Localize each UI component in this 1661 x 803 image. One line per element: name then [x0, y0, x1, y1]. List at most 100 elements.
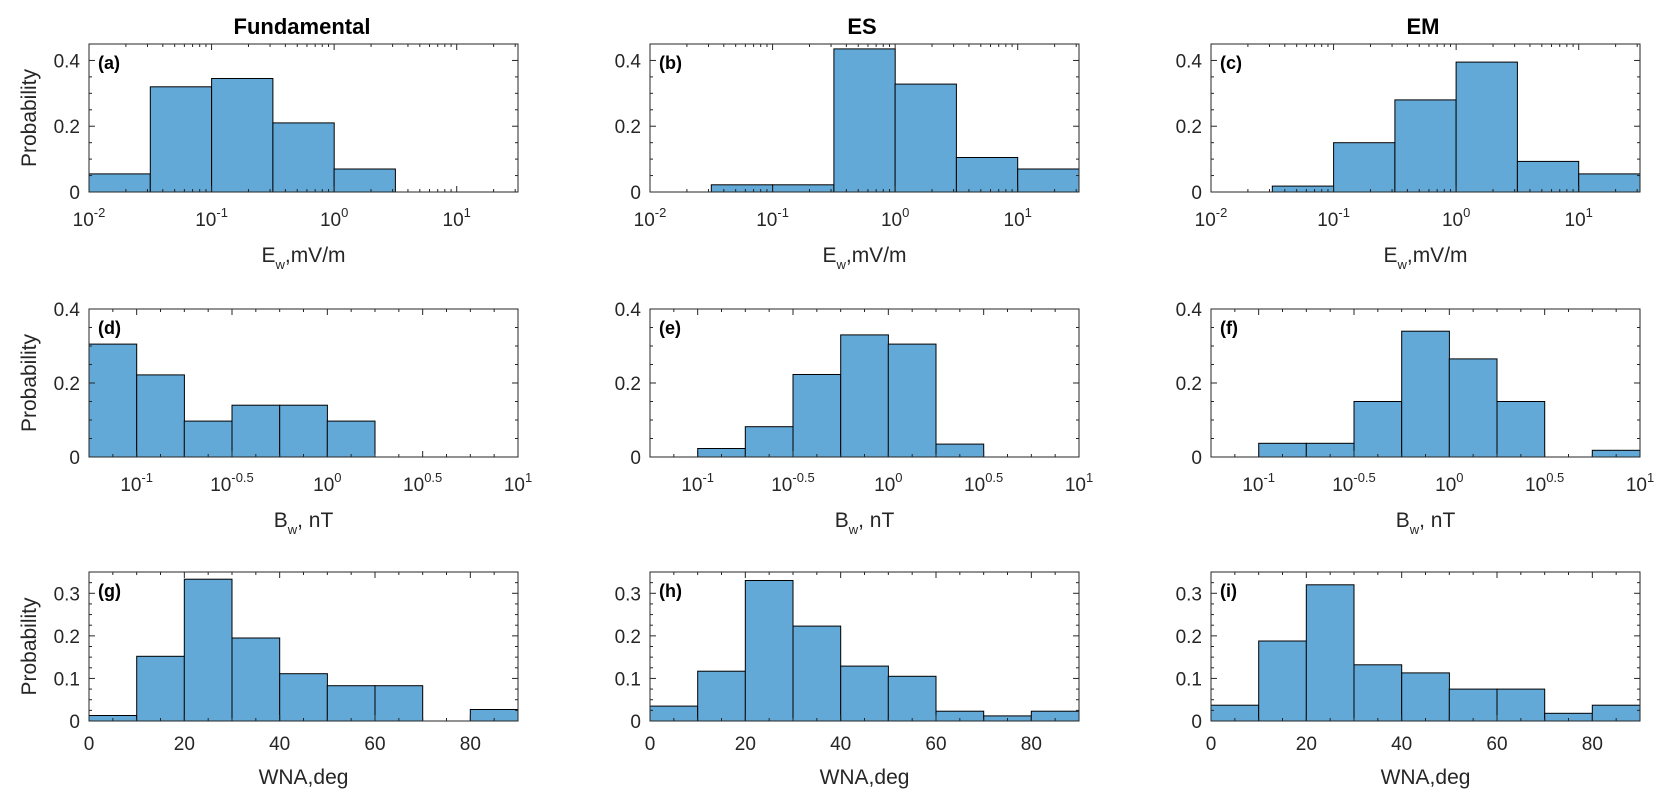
panel-label: (a)	[98, 53, 120, 73]
column-title-es: ES	[847, 14, 876, 39]
x-tick-base: 10	[1065, 475, 1086, 496]
x-tick-exponent: -1	[1338, 205, 1350, 220]
axes-box	[649, 43, 1080, 193]
y-tick-label: 0.4	[1176, 51, 1203, 72]
x-tick-label: 0	[84, 734, 95, 755]
y-tick-label: 0	[630, 183, 641, 204]
x-tick-exponent: 1	[1586, 205, 1593, 220]
y-tick-label: 0.1	[615, 669, 641, 690]
x-tick-label: 101	[443, 205, 471, 231]
y-tick-label: 0	[1191, 448, 1202, 469]
histogram-bar	[136, 655, 185, 722]
histogram-bar	[279, 673, 328, 722]
histogram-bar	[772, 184, 835, 193]
y-tick-label: 0	[630, 448, 641, 469]
x-tick-label: 60	[925, 734, 946, 755]
histogram-bar	[1448, 688, 1498, 722]
x-tick-label: 100	[1435, 470, 1463, 496]
x-tick-label: 80	[1021, 734, 1042, 755]
x-label-main: B	[274, 509, 288, 532]
histogram-bar	[136, 374, 185, 458]
x-axis-label: Ew,mV/m	[1383, 244, 1467, 272]
x-tick-base: 10	[210, 475, 231, 496]
x-tick-label: 20	[1296, 734, 1317, 755]
y-tick-label: 0	[630, 712, 641, 733]
axes-box	[1210, 43, 1641, 193]
x-tick-exponent: 1	[1647, 470, 1654, 485]
panel-label: (g)	[98, 581, 121, 601]
x-tick-label: 10-1	[195, 205, 228, 231]
y-tick-label: 0.4	[1176, 300, 1203, 321]
x-tick-base: 10	[403, 475, 424, 496]
x-tick-base: 10	[1004, 210, 1025, 231]
histogram-bar	[326, 685, 376, 722]
x-label-rest: , nT	[1419, 509, 1455, 532]
y-tick-label: 0.2	[54, 627, 80, 648]
x-tick-exponent: -1	[141, 470, 153, 485]
y-tick-label: 0.2	[615, 627, 641, 648]
x-tick-label: 10-1	[756, 205, 789, 231]
x-tick-exponent: 0.5	[424, 470, 442, 485]
x-tick-base: 10	[771, 475, 792, 496]
x-tick-base: 10	[1195, 210, 1216, 231]
x-tick-base: 10	[1242, 475, 1263, 496]
x-axis-label: WNA,deg	[1381, 766, 1471, 789]
x-tick-exponent: -0.5	[792, 470, 814, 485]
histogram-bar	[1455, 61, 1518, 193]
histogram-bar	[697, 670, 746, 722]
x-label-subscript: w	[835, 257, 846, 272]
histogram-bar	[149, 86, 213, 193]
y-tick-label: 0.2	[1176, 627, 1202, 648]
histogram-bar	[183, 420, 233, 458]
panel-label: (c)	[1220, 53, 1242, 73]
y-tick-label: 0.2	[54, 374, 80, 395]
x-axis-label: Bw, nT	[835, 509, 895, 537]
x-tick-base: 10	[195, 210, 216, 231]
x-axis-label: Bw, nT	[1396, 509, 1456, 537]
x-tick-label: 10-1	[681, 470, 714, 496]
histogram-bar	[1271, 185, 1335, 193]
y-tick-label: 0.2	[1176, 117, 1202, 138]
x-tick-base: 10	[73, 210, 94, 231]
histogram-bar	[279, 404, 328, 458]
histogram-bar	[1017, 168, 1080, 193]
x-tick-label: 40	[830, 734, 851, 755]
y-axis-label: Probability	[18, 597, 41, 696]
panel-g: 0 0.1 0.2 0.3 0 20 40 60 80 WNA,deg Probability (g)	[18, 571, 519, 789]
x-tick-exponent: 0	[902, 205, 909, 220]
histogram-bar	[88, 173, 151, 193]
x-tick-label: 100	[1442, 205, 1470, 231]
y-tick-label: 0	[1191, 712, 1202, 733]
panels-group: 00.20.410-2 10-1 100 101Ew,mV/mProbability(…	[18, 43, 1654, 789]
x-tick-label: 40	[269, 734, 290, 755]
y-tick-label: 0	[69, 183, 80, 204]
x-tick-label: 80	[1582, 734, 1603, 755]
x-tick-exponent: 0	[895, 470, 902, 485]
histogram-bar	[1496, 688, 1546, 722]
x-tick-base: 10	[443, 210, 464, 231]
x-tick-label: 10-1	[120, 470, 153, 496]
x-tick-exponent: -1	[702, 470, 714, 485]
x-label-rest: ,mV/m	[1407, 244, 1468, 267]
x-tick-exponent: -0.5	[231, 470, 253, 485]
x-label-main: WNA,deg	[1381, 766, 1471, 789]
x-tick-base: 10	[1317, 210, 1338, 231]
x-tick-base: 10	[1525, 475, 1546, 496]
x-tick-base: 10	[634, 210, 655, 231]
x-tick-exponent: 0	[1463, 205, 1470, 220]
histogram-bar	[88, 343, 138, 458]
histogram-bar	[792, 374, 842, 458]
y-tick-label: 0.2	[1176, 374, 1202, 395]
histogram-bar	[840, 665, 889, 722]
y-tick-label: 0.3	[1176, 584, 1202, 605]
x-tick-label: 40	[1391, 734, 1412, 755]
x-tick-base: 10	[120, 475, 141, 496]
x-tick-label: 100	[313, 470, 341, 496]
x-label-subscript: w	[274, 257, 285, 272]
x-label-main: WNA,deg	[820, 766, 910, 789]
x-label-subscript: w	[287, 522, 298, 537]
